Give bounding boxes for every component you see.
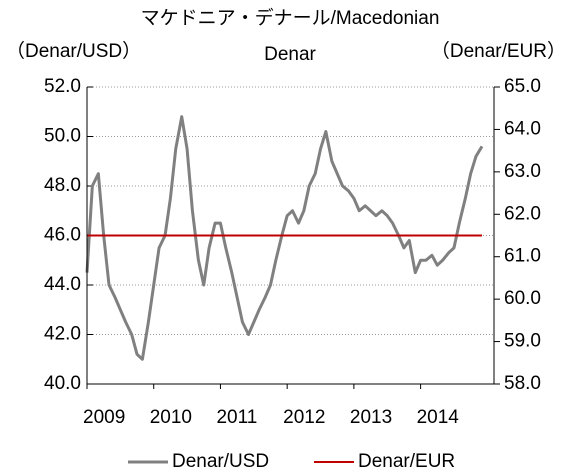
y-tick-label: 48.0	[44, 175, 81, 196]
legend-label: Denar/EUR	[358, 451, 455, 472]
y2-axis-label: （Denar/EUR）	[431, 40, 566, 62]
x-tick-label: 2012	[283, 407, 325, 428]
y-tick-label: 46.0	[44, 225, 81, 246]
y2-tick-label: 62.0	[504, 203, 541, 224]
x-tick-label: 2013	[350, 407, 392, 428]
x-tick-label: 2014	[417, 407, 460, 428]
y2-tick-label: 63.0	[504, 161, 541, 182]
y-tick-label: 42.0	[44, 324, 81, 345]
x-tick-label: 2009	[83, 407, 125, 428]
y2-tick-label: 61.0	[504, 246, 541, 267]
chart-title: Denar	[264, 44, 316, 65]
y-tick-label: 50.0	[44, 126, 81, 147]
y-axis-label: （Denar/USD）	[6, 40, 141, 62]
x-tick-label: 2011	[216, 407, 257, 428]
y2-tick-label: 65.0	[504, 76, 541, 97]
y-tick-label: 52.0	[44, 76, 81, 97]
x-tick-label: 2010	[150, 407, 192, 428]
y-tick-label: 40.0	[44, 373, 81, 394]
y2-tick-label: 64.0	[504, 118, 541, 139]
series-line	[85, 115, 484, 361]
y2-tick-label: 59.0	[504, 331, 541, 352]
y2-tick-label: 60.0	[504, 288, 541, 309]
y2-tick-label: 58.0	[504, 373, 541, 394]
chart-title: マケドニア・デナール/Macedonian	[141, 7, 440, 29]
legend-label: Denar/USD	[172, 451, 269, 472]
y-tick-label: 44.0	[44, 274, 81, 295]
